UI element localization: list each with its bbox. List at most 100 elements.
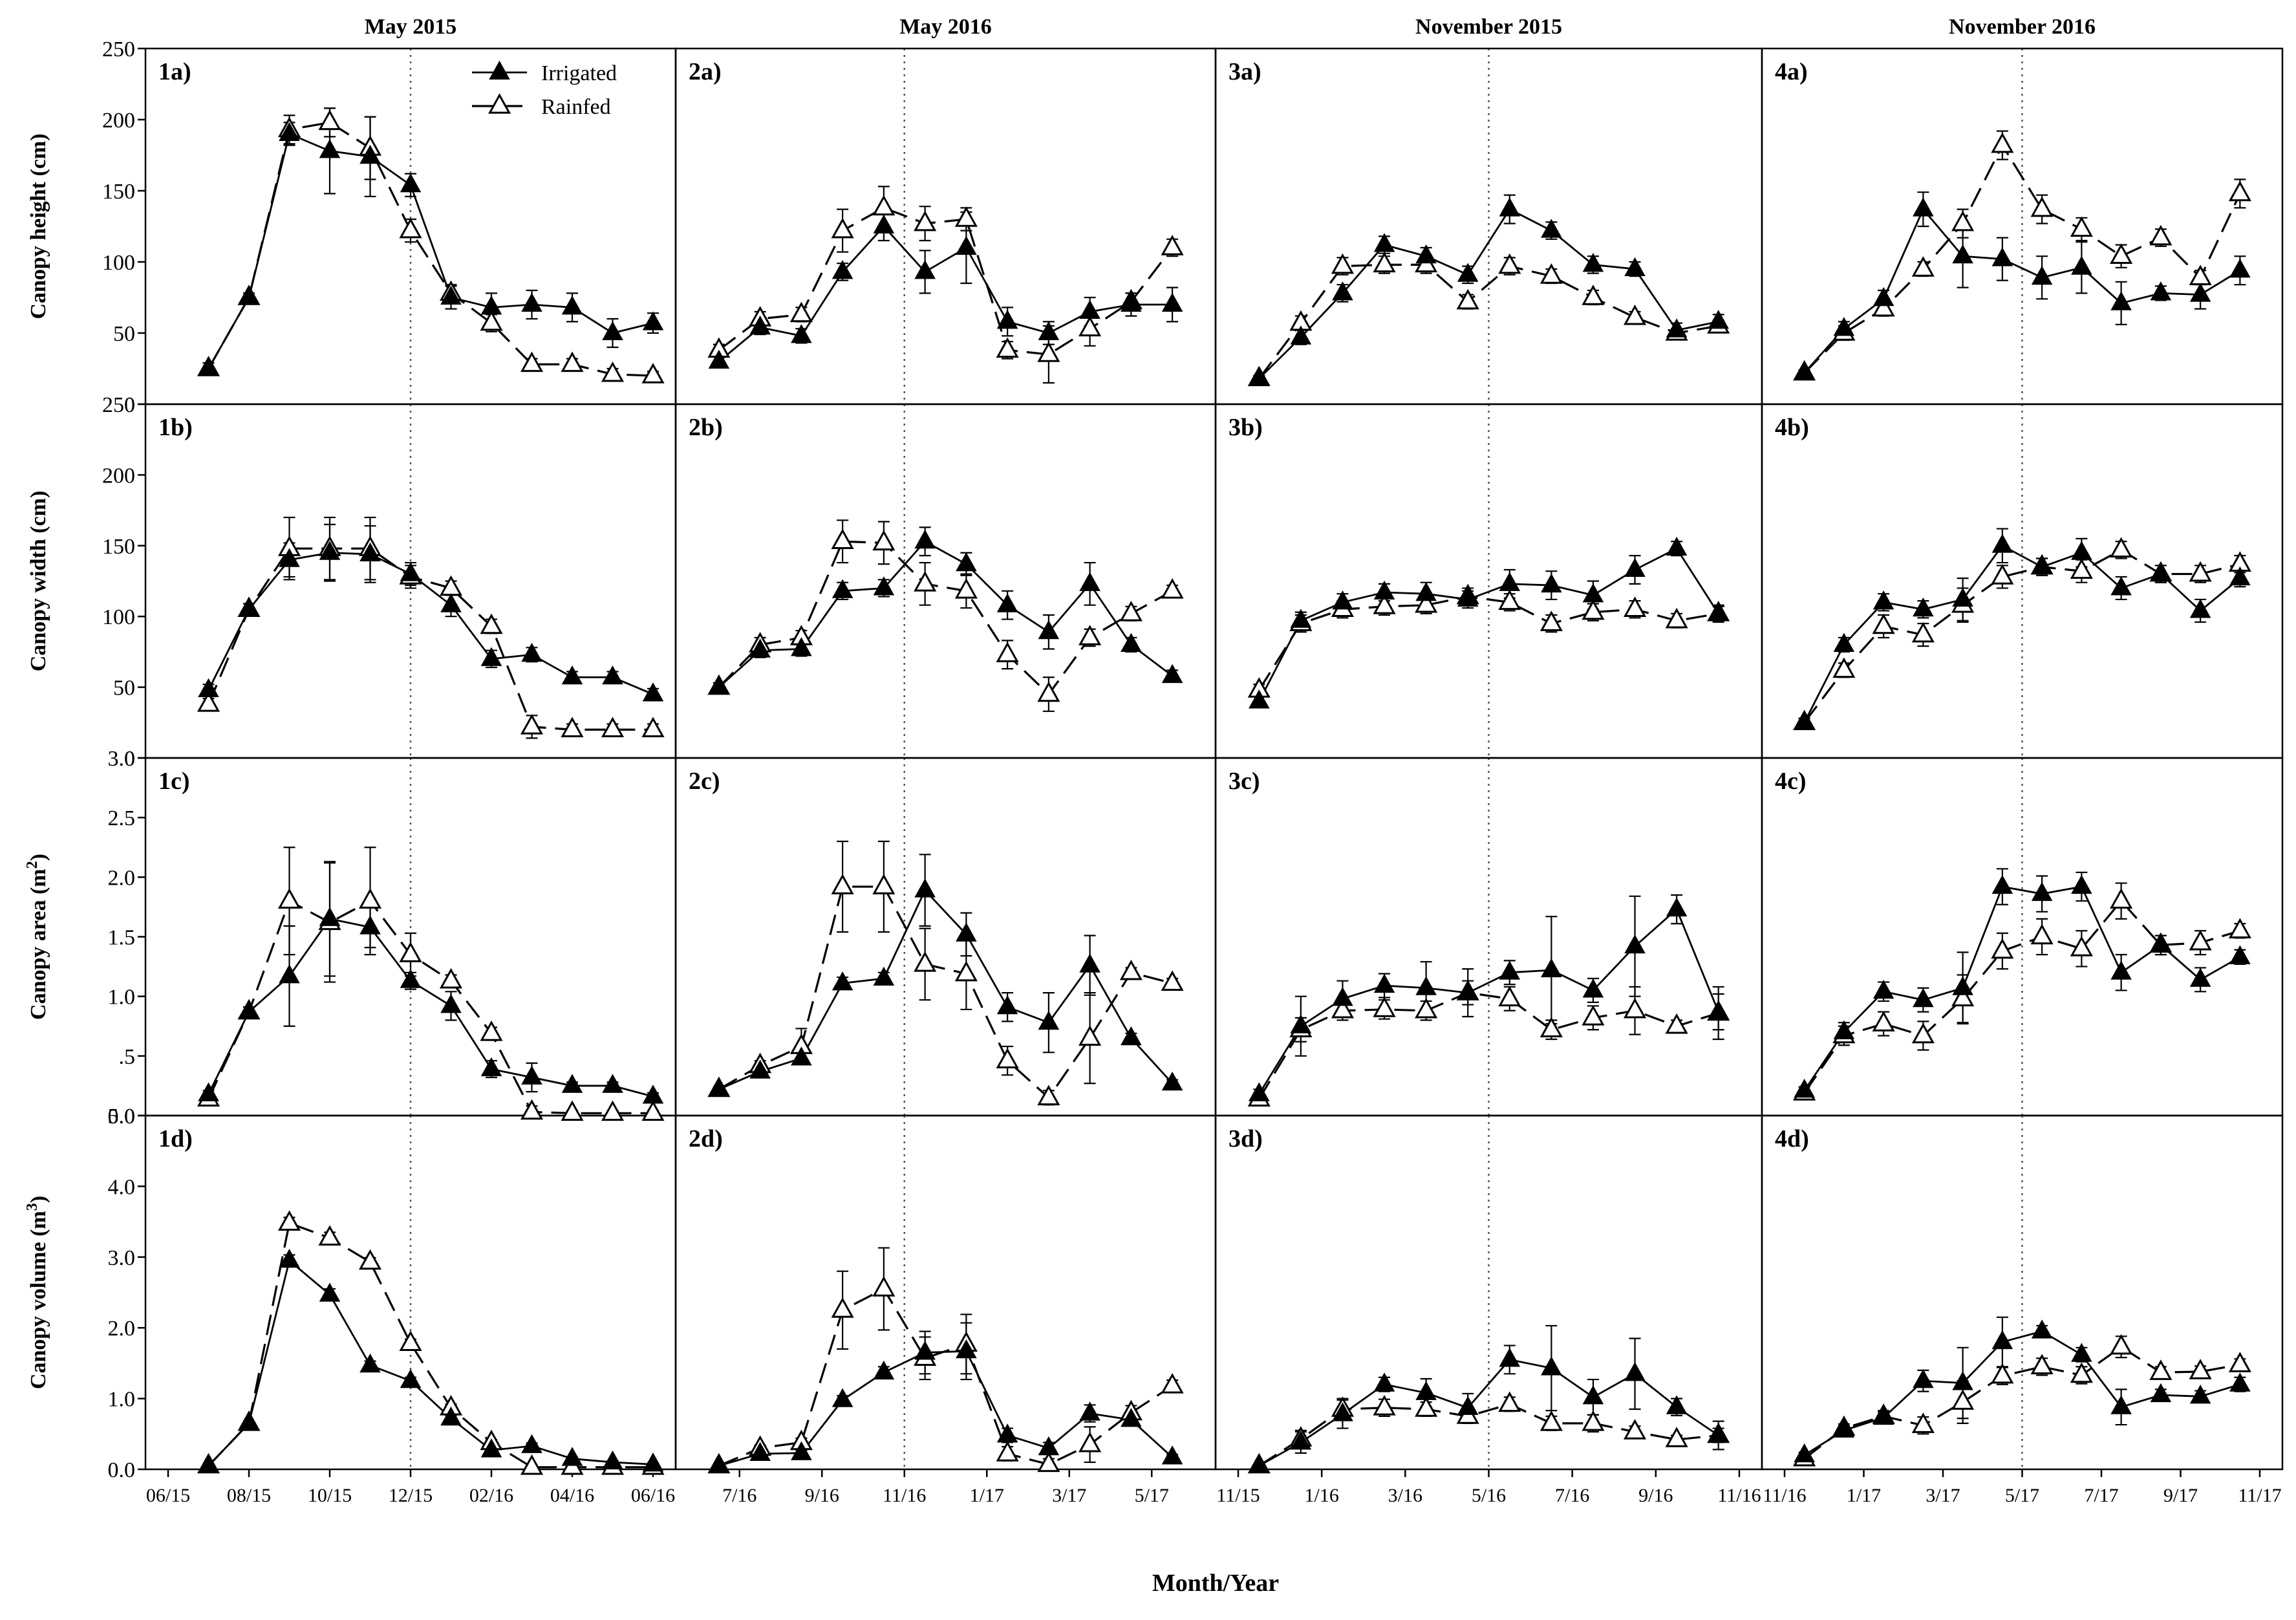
rainfed-point (1623, 997, 1647, 1019)
rainfed-point (2070, 1362, 2093, 1383)
rainfed-point (399, 217, 422, 239)
x-tick-label: 06/15 (146, 1485, 190, 1506)
irrigated-point (1079, 572, 1100, 591)
irrigated-point (319, 139, 341, 158)
y-tick-label: 100 (102, 605, 135, 629)
panel-4a: 4a) (1775, 58, 2251, 381)
rainfed-point (954, 960, 978, 982)
irrigated-point (279, 548, 300, 567)
irrigated-series-line (208, 918, 654, 1097)
irrigated-point (1913, 597, 1934, 617)
rainfed-point (2189, 1359, 2212, 1379)
irrigated-point (2150, 933, 2172, 953)
irrigated-point (1833, 317, 1855, 336)
rainfed-point (914, 951, 937, 972)
irrigated-point (1415, 244, 1437, 264)
irrigated-point (1833, 1418, 1855, 1438)
panel-4d: 4d) (1775, 1125, 2251, 1467)
y-axis-label-sup: 3 (24, 1203, 41, 1211)
panel-2b: 2b) (689, 414, 1184, 712)
rainfed-point (831, 217, 854, 239)
x-tick-label: 3/17 (1926, 1485, 1960, 1506)
rainfed-point (2110, 1334, 2133, 1355)
panel-label: 3b) (1228, 414, 1263, 441)
irrigated-point (1332, 987, 1353, 1006)
irrigated-point (1708, 601, 1729, 621)
irrigated-point (238, 597, 260, 617)
y-tick-label: 200 (102, 109, 135, 133)
irrigated-point (1582, 1385, 1604, 1405)
y-tick-label: 150 (102, 535, 135, 559)
y-tick-label: 100 (102, 251, 135, 275)
column-title: November 2015 (1415, 15, 1562, 39)
rainfed-point (1037, 341, 1060, 362)
rainfed-point (1623, 1419, 1647, 1440)
panel-1b: 1b) (158, 414, 665, 739)
rainfed-point (914, 210, 937, 232)
x-tick-label: 5/17 (2005, 1485, 2039, 1506)
rainfed-series-line (718, 885, 1173, 1099)
irrigated-point (708, 675, 730, 695)
x-tick-label: 11/16 (1717, 1485, 1761, 1506)
panel-3c: 3c) (1228, 768, 1730, 1107)
irrigated-point (1290, 1014, 1312, 1033)
irrigated-point (791, 1046, 812, 1066)
irrigated-point (1913, 988, 1934, 1008)
rainfed-point (789, 301, 813, 323)
irrigated-point (996, 310, 1018, 329)
irrigated-point (1708, 1423, 1729, 1443)
irrigated-series-line (208, 133, 654, 369)
rainfed-point (1078, 1025, 1102, 1046)
irrigated-point (1666, 318, 1688, 338)
irrigated-point (1624, 1362, 1646, 1381)
irrigated-point (1833, 1020, 1855, 1039)
irrigated-point (749, 1059, 771, 1079)
rainfed-point (1540, 263, 1563, 284)
rainfed-point (1582, 1410, 1605, 1431)
rainfed-point (1078, 316, 1102, 337)
x-tick-label: 11/16 (1763, 1485, 1806, 1506)
irrigated-point (602, 1074, 623, 1093)
irrigated-point (238, 1000, 260, 1019)
rainfed-point (1415, 592, 1438, 613)
irrigated-series-line (718, 224, 1173, 363)
irrigated-point (1373, 233, 1395, 252)
panel-2d: 2d) (689, 1125, 1184, 1474)
rainfed-point (872, 874, 896, 894)
legend-irrigated-label: Irrigated (541, 61, 617, 85)
irrigated-point (642, 311, 664, 330)
panel-label: 4a) (1775, 58, 1808, 85)
panel-3d: 3d) (1228, 1125, 1730, 1474)
rainfed-point (2189, 929, 2212, 951)
irrigated-point (1991, 1330, 2013, 1350)
irrigated-point (956, 235, 977, 255)
rainfed-series-line (718, 540, 1173, 696)
irrigated-point (791, 324, 812, 343)
rainfed-point (520, 1099, 544, 1120)
irrigated-point (1541, 573, 1562, 593)
rainfed-point (480, 613, 503, 634)
irrigated-series-line (1258, 208, 1719, 380)
irrigated-series-line (718, 1350, 1174, 1467)
irrigated-point (238, 285, 260, 305)
irrigated-point (561, 1447, 583, 1466)
y-axis-label-main: Canopy width (cm) (27, 491, 50, 672)
y-axis-label-suffix: ) (27, 1196, 50, 1203)
irrigated-point (602, 1450, 623, 1470)
irrigated-point (1952, 244, 1973, 264)
rainfed-point (1456, 288, 1479, 310)
x-tick-label: 1/17 (1847, 1485, 1881, 1506)
panel-frame (674, 403, 1217, 759)
irrigated-point (791, 1441, 812, 1460)
rainfed-point (520, 714, 544, 735)
rainfed-point (641, 717, 665, 737)
irrigated-point (2229, 566, 2251, 586)
irrigated-point (440, 285, 462, 305)
panel-label: 1c) (158, 768, 190, 795)
rainfed-point (2228, 1352, 2251, 1372)
irrigated-point (1541, 1356, 1562, 1376)
irrigated-point (1121, 1026, 1142, 1046)
column-title: May 2015 (365, 15, 457, 39)
rainfed-point (601, 1100, 625, 1121)
irrigated-point (521, 1065, 542, 1085)
